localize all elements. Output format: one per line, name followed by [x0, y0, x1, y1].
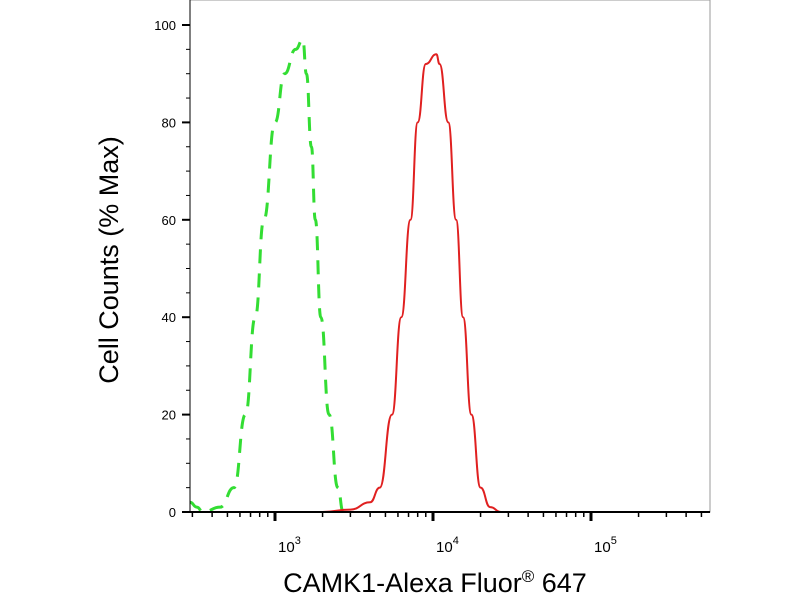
x-axis-label: CAMK1-Alexa Fluor® 647 — [283, 567, 587, 598]
y-axis-label: Cell Counts (% Max) — [94, 136, 124, 384]
control-series-line — [189, 38, 345, 514]
x-tick-label: 105 — [594, 535, 617, 556]
y-tick-label: 0 — [169, 505, 176, 520]
plot-frame — [189, 0, 711, 513]
sample-series-line — [190, 53, 710, 514]
y-tick-label: 100 — [154, 18, 176, 33]
y-tick-label: 40 — [162, 310, 176, 325]
x-tick-label: 103 — [278, 535, 301, 556]
y-tick-label: 80 — [162, 115, 176, 130]
y-tick-label: 60 — [162, 213, 176, 228]
x-tick-label: 104 — [436, 535, 459, 556]
y-tick-label: 20 — [162, 408, 176, 423]
